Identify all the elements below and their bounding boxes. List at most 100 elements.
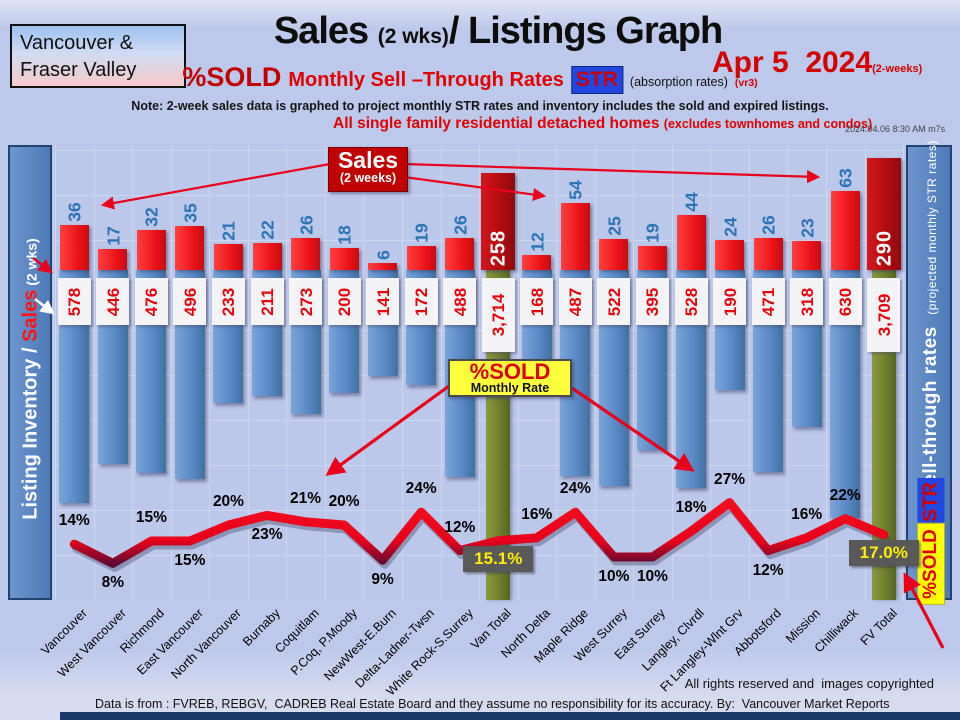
inventory-value-label: 578 (65, 287, 85, 316)
gridline-h (55, 420, 903, 421)
sales-value-label: 26 (758, 214, 779, 235)
sales-value-label: 19 (642, 223, 663, 244)
gridline-h (55, 240, 903, 241)
gridline-v (748, 145, 750, 600)
sales-bar (329, 247, 359, 270)
inventory-value-label: 172 (412, 287, 432, 316)
inventory-label-box (404, 278, 438, 325)
inventory-value-label: 318 (797, 287, 817, 316)
sales-value-label: 36 (64, 202, 85, 222)
inventory-value-label: 273 (296, 287, 316, 316)
sales-bar (753, 237, 783, 270)
sales-bar (252, 242, 282, 270)
gridline-v (671, 145, 673, 600)
total-sales-bar (866, 158, 901, 270)
inventory-label-box (250, 278, 284, 325)
sales-value-label: 6 (373, 249, 394, 260)
region-logo-box: Vancouver & Fraser Valley (10, 24, 186, 88)
left-axis-band: Listing Inventory / Sales (2 wks) (8, 145, 52, 600)
sales-value-label: 23 (797, 218, 818, 239)
gridline-h (55, 330, 903, 331)
note-line: Note: 2-week sales data is graphed to pr… (131, 99, 829, 113)
sales-bar (406, 246, 436, 270)
sales-bar (213, 243, 243, 270)
gridline-h (55, 150, 903, 151)
sales-bar (522, 255, 552, 270)
absorption-label: (absorption rates) (629, 75, 728, 89)
sales-callout-title: Sales (337, 147, 399, 173)
sales-bar (291, 237, 321, 270)
logo-line1: Vancouver & (20, 32, 134, 54)
gridline-h (55, 510, 903, 511)
inventory-value-label: 395 (643, 287, 663, 316)
sales-bar (445, 237, 475, 270)
sales-value-label: 22 (257, 219, 278, 240)
source-line: Data is from : FVREB, REBGV, CADREB Real… (95, 697, 890, 711)
category-label: Vancouver (38, 606, 91, 658)
inventory-value-label: 476 (142, 287, 162, 316)
sales-bar (98, 248, 128, 270)
scope-line: All single family residential detached h… (333, 115, 873, 132)
str-badge: STR (570, 66, 623, 94)
sales-callout-box: Sales (2 weeks) (328, 147, 408, 192)
inventory-label-box (751, 278, 785, 325)
gridline-v (55, 145, 56, 600)
gridline-v (903, 145, 904, 600)
rights-line: All rights reserved and images copyright… (684, 676, 934, 691)
inventory-value-label: 3,714 (489, 293, 509, 337)
right-axis-title: Sell-through rates (projected monthly ST… (920, 140, 941, 498)
inventory-value-label: 528 (682, 287, 701, 316)
gridline-v (633, 145, 635, 600)
gridline-v (864, 145, 866, 600)
timestamp: 2024.04.06 8:30 AM m7s (845, 124, 946, 134)
inventory-label-box (597, 278, 631, 325)
gridline-v (93, 145, 95, 600)
sales-bar (830, 191, 860, 270)
inventory-value-label: 168 (527, 287, 547, 316)
inventory-label-box (481, 278, 515, 352)
inventory-label-box (520, 278, 554, 325)
gridline-v (209, 145, 211, 600)
sales-bar (560, 202, 590, 270)
sales-callout-sub: (2 weeks) (339, 171, 397, 185)
report-date: Apr 5 2024(2-weeks) (712, 46, 923, 79)
gridline-v (825, 145, 827, 600)
pct-sold-callout-sub: Monthly Rate (470, 381, 550, 395)
bottom-bar (60, 712, 960, 720)
pct-sold-callout-box: %SOLD Monthly Rate (448, 359, 572, 397)
inventory-value-label: 522 (604, 287, 624, 316)
sales-value-label: 24 (720, 217, 741, 237)
pct-sold-side-badge: %SOLD (917, 523, 945, 605)
sales-value-label: 19 (411, 223, 432, 244)
inventory-value-label: 446 (103, 287, 123, 316)
inventory-value-label: 190 (720, 287, 740, 316)
sales-value-label: 18 (334, 224, 355, 245)
pct-sold-callout-title: %SOLD (469, 359, 551, 384)
sales-bar (599, 238, 629, 270)
inventory-value-label: 3,709 (874, 293, 894, 337)
subtitle: %SOLD Monthly Sell –Through Rates STR (a… (182, 62, 758, 94)
gridline-h (55, 195, 903, 196)
sales-bar (59, 225, 89, 270)
inventory-label-box (173, 278, 207, 325)
inventory-label-box (134, 278, 168, 325)
inventory-value-label: 630 (836, 287, 856, 316)
gridline-h (55, 285, 903, 286)
sales-bar (676, 215, 706, 270)
inventory-value-label: 471 (759, 287, 779, 316)
gridline-v (440, 145, 442, 600)
sales-bar (792, 241, 822, 270)
gridline-v (401, 145, 403, 600)
inventory-label-box (635, 278, 669, 325)
str-phrase: Monthly Sell –Through Rates (288, 69, 564, 91)
gridline-v (787, 145, 789, 600)
sales-value-label: 26 (296, 214, 317, 235)
sales-value-label: 17 (103, 226, 124, 246)
sales-bar (715, 240, 745, 270)
inventory-label-box (867, 278, 901, 352)
sales-bar (368, 262, 398, 270)
sales-value-label: 63 (835, 168, 856, 189)
sales-value-label: 35 (180, 203, 201, 224)
right-axis-band: Sell-through rates (projected monthly ST… (906, 140, 952, 605)
inventory-value-label: 233 (219, 287, 239, 316)
